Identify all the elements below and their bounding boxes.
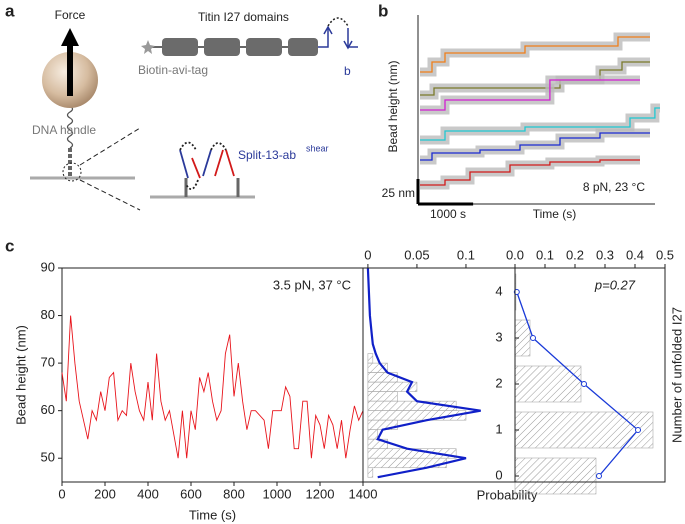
dna-label: DNA handle bbox=[32, 123, 96, 137]
fit-point bbox=[530, 335, 536, 341]
x-tick-label: 0.4 bbox=[626, 247, 644, 262]
x-tick-label: 400 bbox=[137, 486, 159, 501]
y-tick-label: 0 bbox=[495, 467, 502, 482]
panel-label: a bbox=[5, 1, 15, 20]
x-tick-label: 0.2 bbox=[566, 247, 584, 262]
x-tick-label: 0.0 bbox=[506, 247, 524, 262]
annotation: p=0.27 bbox=[594, 277, 636, 292]
bar bbox=[514, 457, 597, 495]
force-arrow-head bbox=[61, 28, 79, 46]
x-tick-label: 0.05 bbox=[404, 247, 429, 262]
x-tick-label: 800 bbox=[223, 486, 245, 501]
zoom-line bbox=[79, 127, 141, 166]
i27-domain bbox=[288, 38, 318, 56]
x-axis-label: Time (s) bbox=[189, 507, 236, 522]
split-icon bbox=[179, 141, 240, 197]
y-tick-label: 1 bbox=[495, 421, 502, 436]
plot-frame bbox=[61, 267, 364, 483]
trace bbox=[420, 107, 660, 141]
zoom-circle bbox=[62, 162, 82, 182]
scale-bar-x-label: 1000 s bbox=[430, 207, 466, 221]
bar bbox=[514, 365, 582, 403]
diagram: Force DNA handle Titin I27 domains Bioti… bbox=[30, 8, 358, 211]
i27-domain bbox=[162, 38, 198, 56]
y-tick-label: 2 bbox=[495, 375, 502, 390]
x-tick-label: 200 bbox=[94, 486, 116, 501]
x-tick-label: 0 bbox=[364, 247, 371, 262]
histogram-bar bbox=[367, 391, 398, 402]
x-tick-label: 1400 bbox=[349, 486, 378, 501]
plot-frame bbox=[514, 267, 666, 483]
y-axis-label: Bead height (nm) bbox=[13, 325, 28, 425]
panel-label: b bbox=[378, 1, 388, 20]
biotin-tag bbox=[141, 40, 155, 54]
y-tick-label: 3 bbox=[495, 329, 502, 344]
y-tick-label: 4 bbox=[495, 283, 502, 298]
x-tick-label: 0.3 bbox=[596, 247, 614, 262]
fit-curve bbox=[366, 267, 481, 479]
split-label: Split-13-ab bbox=[238, 148, 296, 162]
x-tick-label: 1000 bbox=[263, 486, 292, 501]
x-tick-label: 0.1 bbox=[457, 247, 475, 262]
x-tick-label: 0.1 bbox=[536, 247, 554, 262]
x-tick-label: 1200 bbox=[306, 486, 335, 501]
trace bbox=[420, 79, 640, 111]
annotation: 8 pN, 23 °C bbox=[583, 180, 645, 194]
fit-point bbox=[581, 381, 587, 387]
fit-point bbox=[513, 289, 520, 295]
i27-domain bbox=[246, 38, 282, 56]
y-tick-label: 80 bbox=[41, 307, 55, 322]
bar bbox=[514, 411, 654, 449]
hairpin-label: b bbox=[344, 64, 351, 78]
x-tick-label: 0 bbox=[58, 486, 65, 501]
scale-bar-y-label: 25 nm bbox=[382, 186, 415, 200]
y-axis-label: Number of unfolded I27 bbox=[669, 307, 684, 443]
y-tick-label: 60 bbox=[41, 402, 55, 417]
x-tick-label: 600 bbox=[180, 486, 202, 501]
split-label-sup: shear bbox=[306, 143, 329, 153]
titin-label: Titin I27 domains bbox=[198, 10, 289, 24]
hairpin-icon bbox=[318, 17, 358, 50]
i27-domain bbox=[204, 38, 240, 56]
annotation: 3.5 pN, 37 °C bbox=[273, 277, 351, 292]
trace bbox=[420, 36, 650, 73]
panel-label: c bbox=[5, 236, 14, 255]
y-axis-label: Bead height (nm) bbox=[386, 60, 400, 152]
y-tick-label: 50 bbox=[41, 450, 55, 465]
zoom-line bbox=[79, 179, 141, 211]
histogram-bar bbox=[367, 353, 374, 364]
trace bbox=[420, 159, 640, 186]
force-label: Force bbox=[55, 8, 86, 22]
x-tick-label: 0.5 bbox=[656, 247, 674, 262]
histogram-bar bbox=[367, 429, 379, 440]
histogram-bar bbox=[367, 400, 457, 411]
biotin-label: Biotin-avi-tag bbox=[138, 63, 208, 77]
trace bbox=[420, 132, 650, 161]
x-axis-label: Time (s) bbox=[533, 207, 577, 221]
y-tick-label: 70 bbox=[41, 355, 55, 370]
y-tick-label: 90 bbox=[41, 259, 55, 274]
dna-handle bbox=[66, 105, 74, 149]
histogram-bar bbox=[367, 467, 374, 478]
trace bbox=[61, 315, 364, 459]
fit-point bbox=[596, 473, 602, 479]
fit-point bbox=[635, 427, 641, 433]
histogram-bar bbox=[367, 362, 388, 373]
